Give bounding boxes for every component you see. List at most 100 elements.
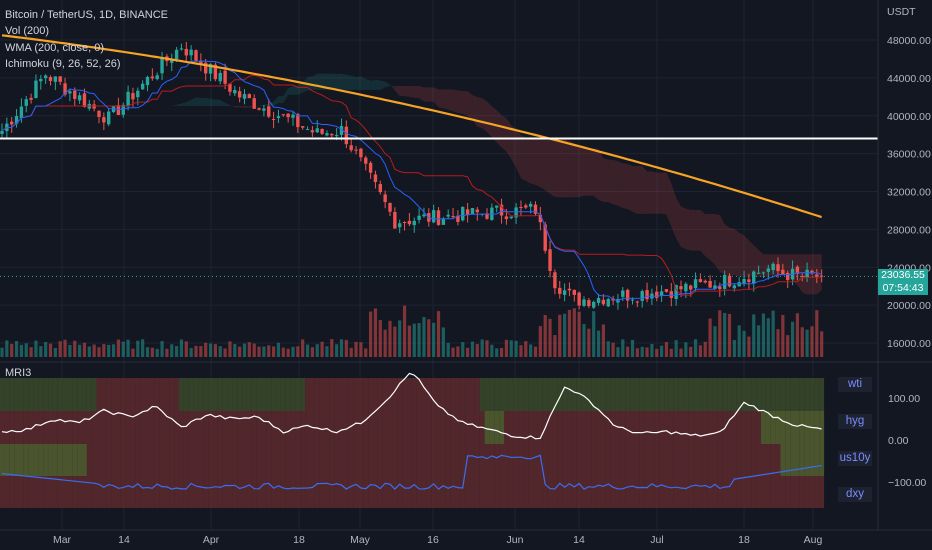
mri-row-cell	[513, 378, 519, 411]
mri-row-cell	[528, 378, 534, 411]
time-tick-label: Aug	[804, 534, 823, 546]
mri-row-cell	[533, 476, 538, 508]
volume-bar	[228, 341, 232, 357]
candle-body	[558, 287, 562, 294]
mri-row-cell	[596, 378, 601, 411]
volume-bars	[0, 305, 824, 357]
mri-row-cell	[242, 411, 247, 444]
mri-row-cell	[57, 444, 63, 476]
candle-body	[810, 270, 814, 274]
mri-row-cell	[746, 476, 752, 508]
cloud-segment	[278, 96, 284, 104]
mri-row-cell	[707, 476, 713, 508]
mri-row-cell	[741, 411, 747, 444]
mri-row-cell	[819, 411, 825, 444]
volume-bar	[786, 335, 790, 357]
mri-row-cell	[460, 476, 466, 508]
cloud-segment	[385, 81, 390, 88]
volume-bar	[291, 346, 295, 357]
ichimoku-legend[interactable]: Ichimoku (9, 26, 52, 26)	[5, 58, 121, 70]
mri-row-cell	[596, 476, 601, 508]
cloud-segment	[685, 208, 691, 251]
candle-body	[553, 272, 557, 289]
mri-row-cell	[499, 411, 504, 444]
volume-bar	[267, 345, 271, 357]
mri-row-cell	[537, 444, 543, 476]
mri-row-cell	[504, 444, 509, 476]
mri-row-cell	[368, 411, 374, 444]
cloud-segment	[360, 76, 366, 90]
mri-row-cell	[639, 378, 645, 411]
candle-body	[325, 133, 329, 136]
mri-row-cell	[101, 378, 107, 411]
mri-row-cell	[775, 444, 781, 476]
mri-row-cell	[557, 444, 563, 476]
mri-row-cell	[601, 444, 606, 476]
mri-row-cell	[120, 476, 126, 508]
symbol-title[interactable]: Bitcoin / TetherUS, 1D, BINANCE	[5, 9, 169, 21]
cloud-segment	[501, 115, 507, 152]
mri-row-cell	[106, 411, 112, 444]
mri-row-cell	[358, 476, 364, 508]
candle-body	[732, 285, 737, 289]
mri-row-cell	[814, 476, 820, 508]
mri-row-cell	[237, 378, 243, 411]
cloud-segment	[326, 73, 332, 90]
mri-row-cell	[227, 411, 233, 444]
mri-row-cell	[479, 444, 485, 476]
mri-row-cell	[707, 378, 713, 411]
mri-row-cell	[804, 476, 810, 508]
mri-row-cell	[188, 476, 194, 508]
mri-row-cell	[688, 378, 694, 411]
mri-row-cell	[440, 476, 446, 508]
candle-body	[262, 108, 266, 111]
mri-row-cell	[0, 411, 5, 444]
mri-row-cell	[440, 378, 446, 411]
volume-bar	[121, 341, 125, 357]
candle-body	[766, 268, 770, 272]
mri-row-cell	[251, 476, 257, 508]
time-axis[interactable]: Mar 14 Apr 18 May 16 Jun 14 Jul 18 Aug	[53, 534, 823, 546]
volume-bar	[679, 348, 683, 357]
volume-bar	[305, 344, 310, 357]
wma-legend[interactable]: WMA (200, close, 0)	[5, 42, 105, 54]
cloud-segment	[196, 97, 201, 106]
mri-row-cell	[780, 476, 786, 508]
volume-legend[interactable]: Vol (200)	[5, 25, 50, 37]
volume-bar	[577, 311, 581, 357]
mri-row-cell	[382, 444, 388, 476]
cloud-segment	[797, 254, 803, 293]
price-axis[interactable]: 48000.00 44000.00 40000.00 36000.00 32000.00…	[887, 35, 931, 350]
volume-bar	[184, 341, 188, 357]
mri-row-cell	[62, 476, 68, 508]
price-tick-label: 48000.00	[887, 35, 931, 47]
mri-row-cell	[445, 444, 451, 476]
mri-row-cell	[295, 476, 301, 508]
candle-body	[334, 134, 339, 137]
mri3-legend[interactable]: MRI3	[5, 367, 32, 379]
volume-bar	[34, 340, 38, 357]
cloud-segment	[816, 254, 822, 295]
mri-row-cell	[683, 476, 689, 508]
mri3-axis[interactable]: 100.00 0.00 −100.00	[888, 393, 926, 489]
mri-row-cell	[785, 444, 791, 476]
mri-row-cell	[125, 476, 131, 508]
mri-row-cell	[741, 378, 747, 411]
mri-row-cell	[465, 444, 471, 476]
mri-row-cell	[722, 444, 728, 476]
mri-row-cell	[727, 378, 732, 411]
mri-row-cell	[222, 411, 228, 444]
mri-row-cell	[712, 411, 718, 444]
volume-bar	[242, 343, 247, 357]
mri-row-cell	[111, 378, 116, 411]
mri-row-cell	[38, 411, 44, 444]
mri-row-cell	[576, 378, 582, 411]
mri-row-cell	[57, 476, 63, 508]
cloud-segment	[293, 85, 298, 95]
mri-row-cell	[785, 411, 791, 444]
mri-row-cell	[28, 378, 34, 411]
cloud-segment	[734, 228, 740, 277]
mri-row-cell	[305, 411, 310, 444]
mri-row-cell	[334, 411, 340, 444]
